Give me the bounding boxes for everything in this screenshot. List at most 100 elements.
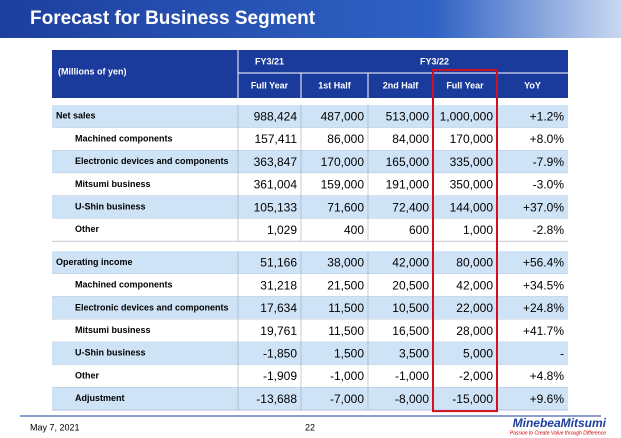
cell-value: 71,600	[327, 200, 364, 214]
cell-value: +1.2%	[530, 110, 565, 124]
cell-value: -2,000	[459, 369, 493, 383]
cell-value: 11,500	[328, 324, 364, 338]
cell-value: 21,500	[327, 278, 364, 292]
row-label: U-Shin business	[75, 202, 146, 212]
row-bg	[52, 251, 568, 274]
row-label: Mitsumi business	[75, 325, 151, 335]
cell-value: +34.5%	[523, 278, 564, 292]
cell-value: 84,000	[392, 132, 429, 146]
cell-value: 11,500	[328, 301, 364, 315]
cell-value: 600	[409, 223, 429, 237]
row-bg	[52, 364, 568, 388]
row-label: Machined components	[75, 133, 173, 143]
table: (Millions of yen) FY3/21 FY3/22 Full Year 1s…	[52, 50, 568, 413]
cell-value: -1,000	[395, 369, 429, 383]
row-bg	[52, 296, 568, 320]
cell-value: +41.7%	[523, 324, 564, 338]
header-group: FY3/22	[420, 56, 449, 66]
cell-value: 1,029	[267, 223, 297, 237]
unit-label: (Millions of yen)	[58, 66, 127, 76]
cell-value: 19,761	[260, 324, 297, 338]
cell-value: 105,133	[254, 200, 298, 214]
cell-value: +37.0%	[523, 200, 564, 214]
cell-value: -1,000	[330, 369, 364, 383]
cell-value: 42,000	[392, 256, 429, 270]
cell-value: 170,000	[321, 155, 365, 169]
cell-value: -7,000	[330, 392, 364, 406]
cell-value: 28,000	[456, 324, 493, 338]
cell-value: 144,000	[450, 200, 494, 214]
column-header: Full Year	[446, 80, 484, 90]
cell-value: 1,000,000	[440, 110, 494, 124]
title-bar	[0, 0, 621, 38]
cell-value: 16,500	[392, 324, 429, 338]
column-header: 2nd Half	[383, 80, 420, 90]
cell-value: 159,000	[321, 178, 365, 192]
cell-value: +9.6%	[530, 392, 565, 406]
cell-value: 72,400	[392, 200, 429, 214]
row-bg	[52, 195, 568, 219]
row-bg	[52, 127, 568, 151]
row-label: Other	[75, 370, 100, 380]
cell-value: -1,850	[263, 347, 297, 361]
cell-value: 5,000	[463, 347, 493, 361]
cell-value: 487,000	[321, 110, 365, 124]
row-label: Mitsumi business	[75, 179, 151, 189]
row-label: U-Shin business	[75, 348, 146, 358]
cell-value: 157,411	[255, 132, 298, 146]
header-bg	[52, 50, 568, 98]
column-header: Full Year	[251, 80, 289, 90]
row-label: Other	[75, 224, 100, 234]
cell-value: -3.0%	[533, 178, 565, 192]
cell-value: 3,500	[399, 347, 429, 361]
cell-value: +8.0%	[530, 132, 565, 146]
cell-value: -	[560, 347, 564, 361]
cell-value: -1,909	[263, 369, 297, 383]
highlight-box	[432, 69, 498, 413]
row-label: Machined components	[75, 280, 173, 290]
row-label: Electronic devices and components	[75, 302, 229, 312]
cell-value: 51,166	[260, 256, 297, 270]
header-group: FY3/21	[255, 56, 284, 66]
row-bg	[52, 319, 568, 342]
row-label: Operating income	[56, 257, 133, 267]
row-bg	[52, 150, 568, 174]
cell-value: +56.4%	[523, 256, 564, 270]
footer-date: May 7, 2021	[30, 422, 80, 432]
cell-value: -15,000	[452, 392, 493, 406]
column-header: 1st Half	[318, 80, 352, 90]
cell-value: 1,500	[334, 347, 364, 361]
cell-value: 17,634	[260, 301, 297, 315]
row-bg	[52, 173, 568, 196]
cell-value: -13,688	[256, 392, 297, 406]
cell-value: 1,000	[463, 223, 493, 237]
row-bg	[52, 342, 568, 365]
cell-value: 191,000	[386, 178, 430, 192]
cell-value: 513,000	[386, 110, 430, 124]
cell-value: 38,000	[327, 256, 364, 270]
cell-value: 20,500	[392, 278, 429, 292]
row-label: Electronic devices and components	[75, 156, 229, 166]
cell-value: 170,000	[450, 132, 494, 146]
column-header: YoY	[524, 80, 541, 90]
logo: MinebeaMitsumi	[513, 416, 607, 430]
cell-value: 80,000	[456, 256, 493, 270]
cell-value: 10,500	[392, 301, 429, 315]
slide-title: Forecast for Business Segment	[30, 8, 316, 29]
cell-value: 350,000	[450, 178, 494, 192]
row-label: Net sales	[56, 111, 96, 121]
row-label: Adjustment	[75, 393, 125, 403]
cell-value: 988,424	[254, 110, 298, 124]
cell-value: 361,004	[254, 178, 298, 192]
cell-value: -8,000	[395, 392, 429, 406]
row-bg	[52, 105, 568, 128]
cell-value: 335,000	[450, 155, 494, 169]
cell-value: +24.8%	[523, 301, 564, 315]
row-bg	[52, 273, 568, 297]
row-bg	[52, 387, 568, 411]
row-bg	[52, 218, 568, 242]
page-number: 22	[305, 422, 315, 432]
cell-value: -7.9%	[533, 155, 565, 169]
